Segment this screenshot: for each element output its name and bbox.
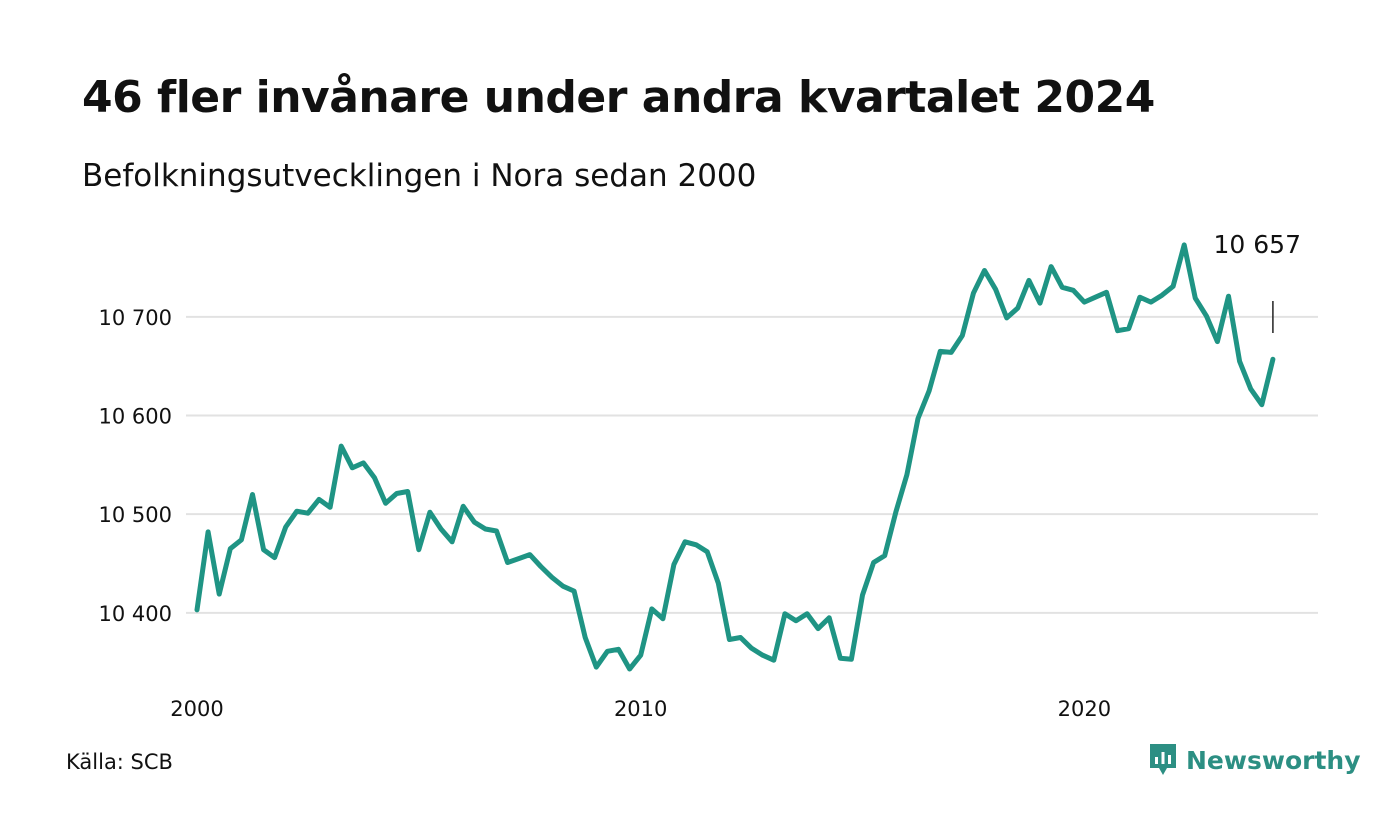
y-tick-label: 10 600 [99, 405, 172, 429]
newsworthy-chart-bubble-icon [1150, 744, 1176, 775]
x-tick-label: 2020 [1058, 697, 1111, 721]
y-tick-label: 10 400 [99, 602, 172, 626]
x-tick-label: 2000 [170, 697, 223, 721]
brand-logo: Newsworthy [1148, 742, 1361, 778]
series-layer [194, 242, 1276, 672]
series-line [194, 242, 1276, 672]
end-annotation: 10 657 [1214, 230, 1301, 333]
x-axis-labels: 2000 2010 2020 [170, 697, 1111, 721]
grid-lines [186, 315, 1318, 614]
source-note: Källa: SCB [66, 750, 173, 774]
y-tick-label: 10 700 [99, 306, 172, 330]
y-tick-label: 10 500 [99, 503, 172, 527]
chart-subtitle: Befolkningsutvecklingen i Nora sedan 200… [82, 158, 757, 194]
brand-name: Newsworthy [1186, 745, 1361, 775]
x-tick-label: 2010 [614, 697, 667, 721]
chart-title: 46 fler invånare under andra kvartalet 2… [82, 72, 1155, 123]
end-value-label: 10 657 [1214, 230, 1301, 259]
y-axis-labels: 10 400 10 500 10 600 10 700 [99, 306, 172, 626]
